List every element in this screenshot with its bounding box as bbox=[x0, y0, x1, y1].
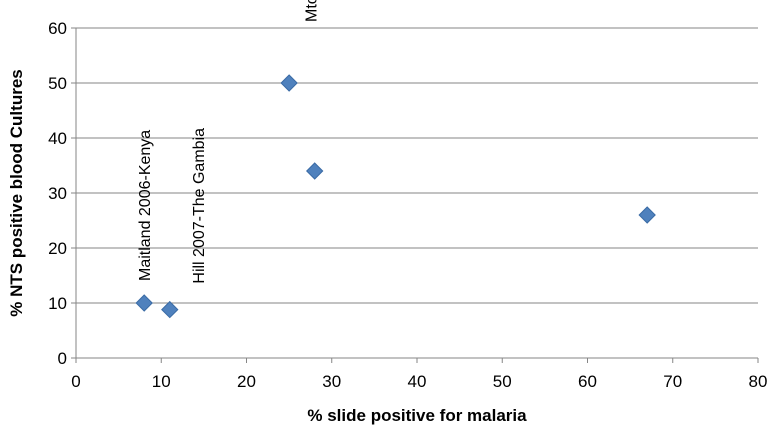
data-point bbox=[161, 300, 179, 319]
x-tick-label: 50 bbox=[493, 372, 512, 391]
y-axis-title: % NTS positive blood Cultures bbox=[7, 69, 26, 316]
y-tick-labels: 0 10 20 30 40 50 60 bbox=[48, 19, 67, 368]
x-tick-label: 80 bbox=[749, 372, 768, 391]
data-point bbox=[638, 206, 656, 224]
x-tick-labels: 0 10 20 30 40 50 60 70 80 bbox=[71, 372, 767, 391]
point-label: Hill 2007-The Gambia bbox=[191, 128, 208, 284]
data-point bbox=[135, 294, 153, 312]
y-tick-label: 50 bbox=[48, 74, 67, 93]
y-tick-label: 20 bbox=[48, 239, 67, 258]
point-label: Maitland 2006-Kenya bbox=[137, 130, 154, 281]
axes bbox=[71, 27, 759, 363]
gridlines bbox=[76, 27, 758, 304]
x-tick-label: 60 bbox=[578, 372, 597, 391]
data-points bbox=[135, 74, 656, 319]
point-label: Mtove 2011-Tanzania bbox=[304, 0, 321, 22]
x-axis-title: % slide positive for malaria bbox=[307, 406, 527, 425]
data-point bbox=[305, 162, 324, 180]
y-tick-label: 10 bbox=[48, 294, 67, 313]
x-tick-label: 10 bbox=[152, 372, 171, 391]
x-tick-label: 30 bbox=[322, 372, 341, 391]
x-tick-label: 0 bbox=[71, 372, 80, 391]
x-tick-label: 40 bbox=[408, 372, 427, 391]
y-tick-label: 60 bbox=[48, 19, 67, 38]
x-tick-label: 20 bbox=[237, 372, 256, 391]
data-point bbox=[280, 74, 298, 92]
y-tick-label: 0 bbox=[58, 349, 67, 368]
y-tick-label: 30 bbox=[48, 184, 67, 203]
x-tick-label: 70 bbox=[663, 372, 682, 391]
y-tick-label: 40 bbox=[48, 129, 67, 148]
